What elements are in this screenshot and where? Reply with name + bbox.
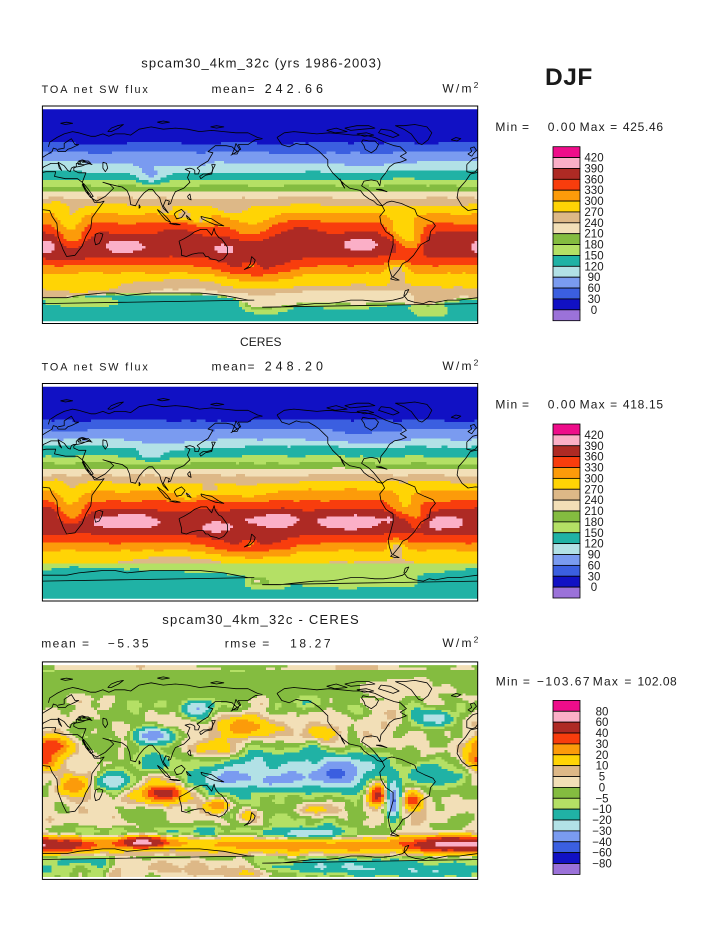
svg-text:90: 90 [588, 550, 601, 562]
svg-text:0: 0 [599, 782, 605, 794]
svg-text:360: 360 [584, 452, 603, 464]
svg-text:120: 120 [584, 261, 603, 273]
svg-text:W/m2: W/m2 [442, 634, 480, 650]
svg-text:DJF: DJF [545, 64, 593, 91]
svg-text:270: 270 [584, 207, 603, 219]
svg-text:30: 30 [596, 739, 609, 751]
svg-text:mean=: mean= [212, 82, 257, 96]
svg-text:242.66: 242.66 [265, 82, 327, 96]
svg-text:W/m2: W/m2 [442, 357, 480, 373]
svg-text:150: 150 [584, 528, 603, 540]
svg-text:330: 330 [584, 185, 603, 197]
svg-text:60: 60 [588, 283, 601, 295]
svg-text:210: 210 [584, 506, 603, 518]
svg-text:180: 180 [584, 240, 603, 252]
svg-text:CERES: CERES [240, 335, 282, 349]
svg-text:18.27: 18.27 [290, 636, 333, 650]
svg-text:mean =: mean = [41, 636, 90, 650]
svg-text:0: 0 [591, 582, 597, 594]
svg-text:330: 330 [584, 463, 603, 475]
svg-text:60: 60 [588, 560, 601, 572]
svg-text:80: 80 [596, 706, 609, 718]
svg-text:248.20: 248.20 [265, 359, 327, 373]
svg-text:150: 150 [584, 250, 603, 262]
svg-text:−10: −10 [592, 804, 612, 816]
svg-text:10: 10 [596, 761, 609, 773]
svg-text:40: 40 [596, 728, 609, 740]
svg-text:spcam30_4km_32c - CERES: spcam30_4km_32c - CERES [162, 612, 360, 627]
svg-text:300: 300 [584, 473, 603, 485]
svg-text:240: 240 [584, 495, 603, 507]
svg-text:20: 20 [596, 750, 609, 762]
svg-text:rmse =: rmse = [225, 636, 271, 650]
svg-text:120: 120 [584, 539, 603, 551]
svg-text:0: 0 [591, 305, 597, 317]
svg-text:270: 270 [584, 484, 603, 496]
svg-text:−60: −60 [592, 848, 612, 860]
svg-text:−40: −40 [592, 837, 612, 849]
svg-text:300: 300 [584, 196, 603, 208]
svg-text:360: 360 [584, 174, 603, 186]
svg-text:30: 30 [588, 294, 601, 306]
svg-text:420: 420 [584, 430, 603, 442]
svg-text:390: 390 [584, 441, 603, 453]
svg-text:−5: −5 [595, 793, 608, 805]
svg-text:−30: −30 [592, 826, 612, 838]
svg-text:W/m2: W/m2 [442, 80, 480, 96]
svg-text:TOA net SW flux: TOA net SW flux [42, 84, 150, 96]
svg-text:60: 60 [596, 717, 609, 729]
svg-text:5: 5 [599, 772, 605, 784]
svg-text:390: 390 [584, 163, 603, 175]
svg-text:210: 210 [584, 229, 603, 241]
svg-text:−80: −80 [592, 859, 612, 871]
svg-text:−20: −20 [592, 815, 612, 827]
svg-text:30: 30 [588, 571, 601, 583]
svg-text:420: 420 [584, 153, 603, 165]
svg-text:spcam30_4km_32c (yrs 1986-2003: spcam30_4km_32c (yrs 1986-2003) [141, 56, 382, 71]
svg-text:mean=: mean= [212, 359, 257, 373]
svg-text:240: 240 [584, 218, 603, 230]
svg-text:TOA net SW flux: TOA net SW flux [42, 361, 150, 373]
svg-text:90: 90 [588, 272, 601, 284]
svg-text:180: 180 [584, 517, 603, 529]
svg-text:−5.35: −5.35 [108, 636, 151, 650]
